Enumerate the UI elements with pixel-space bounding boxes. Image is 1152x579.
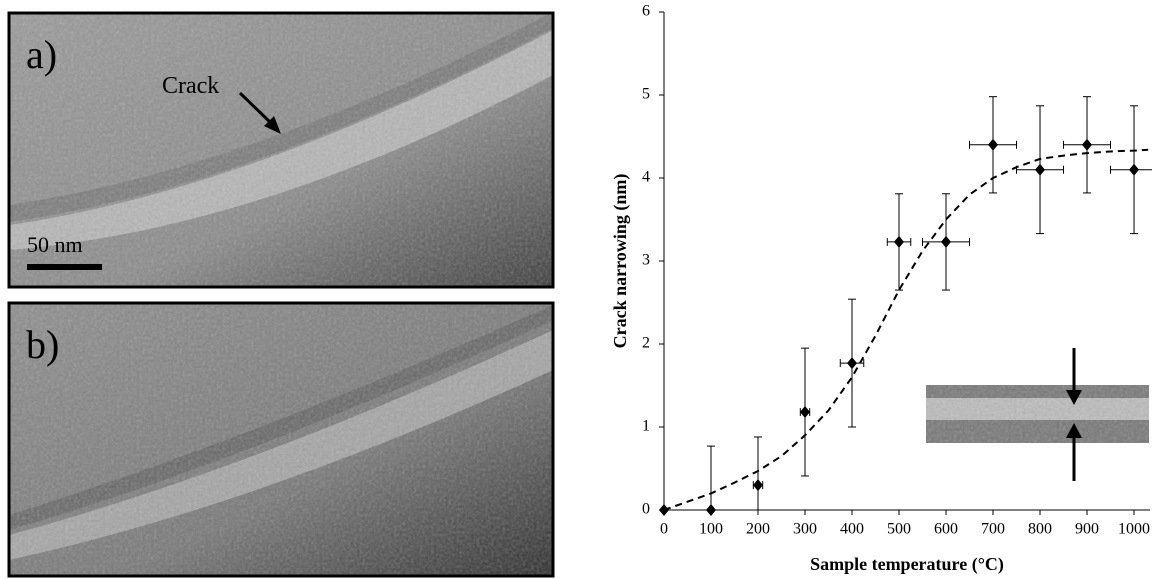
y-tick-label: 3 xyxy=(642,252,650,269)
point xyxy=(941,235,952,248)
x-tick-label: 300 xyxy=(793,521,817,538)
point xyxy=(706,504,717,516)
x-tick-label: 800 xyxy=(1028,521,1052,538)
tem-image-a: a) Crack 50 nm xyxy=(7,11,555,289)
x-tick-label: 0 xyxy=(660,521,668,538)
point xyxy=(988,138,999,151)
panel-label: b) xyxy=(26,322,59,367)
panel-label: a) xyxy=(26,32,57,77)
point xyxy=(753,479,764,492)
y-tick-label: 1 xyxy=(642,418,650,435)
scale-bar-label: 50 nm xyxy=(27,232,83,257)
x-tick-label: 200 xyxy=(746,521,770,538)
point xyxy=(894,235,905,248)
x-axis-label: Sample temperature (°C) xyxy=(810,554,1004,575)
x-tick-label: 1000 xyxy=(1118,521,1150,538)
scale-bar xyxy=(27,264,102,270)
y-tick-label: 4 xyxy=(642,169,650,186)
point xyxy=(1035,163,1046,176)
inset-image xyxy=(926,348,1149,481)
x-tick-label: 600 xyxy=(934,521,958,538)
point xyxy=(1082,138,1093,151)
point xyxy=(659,504,669,516)
x-tick-label: 900 xyxy=(1075,521,1099,538)
y-axis-label: Crack narrowing (nm) xyxy=(610,174,631,349)
x-tick-label: 700 xyxy=(981,521,1005,538)
annotation: Crack xyxy=(162,73,219,99)
point xyxy=(1129,163,1140,176)
point xyxy=(847,357,858,370)
tem-image-b: b) xyxy=(7,301,555,578)
y-tick-label: 5 xyxy=(642,86,650,103)
y-tick-label: 0 xyxy=(642,501,650,518)
fit-curve xyxy=(663,148,1149,511)
x-tick-label: 400 xyxy=(840,521,864,538)
arrow-head xyxy=(264,116,281,134)
point xyxy=(800,406,811,419)
y-tick-label: 6 xyxy=(642,3,650,20)
y-tick-label: 2 xyxy=(642,335,650,352)
x-tick-label: 100 xyxy=(699,521,723,538)
x-tick-label: 500 xyxy=(887,521,911,538)
chart: 0 1 2 3 4 5 6 0 100 200 300 400 500 600 700 800 900 1000 S… xyxy=(610,3,1152,575)
arrow xyxy=(238,91,274,126)
